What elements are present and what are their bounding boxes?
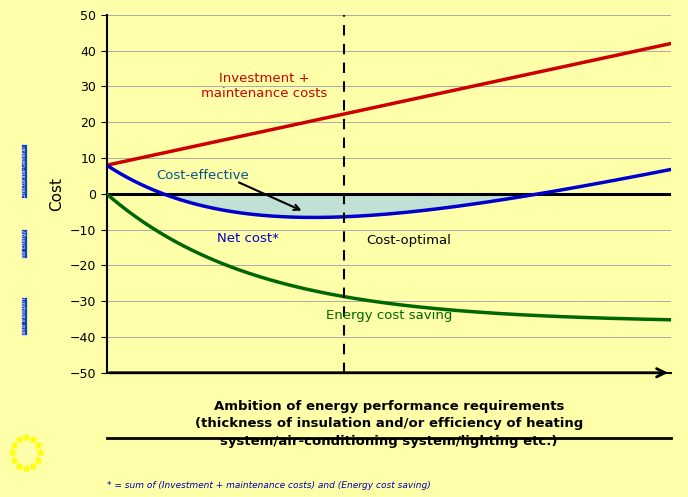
Text: * = sum of (Investment + maintenance costs) and (Energy cost saving): * = sum of (Investment + maintenance cos…: [107, 481, 431, 490]
Text: Directorate-General: Directorate-General: [21, 145, 27, 198]
Text: for Energy: for Energy: [21, 230, 27, 257]
Text: Cost-effective: Cost-effective: [156, 169, 249, 182]
Text: Ambition of energy performance requirements: Ambition of energy performance requireme…: [213, 400, 564, 413]
Y-axis label: Cost: Cost: [49, 177, 64, 211]
Text: Net cost*: Net cost*: [217, 232, 279, 245]
Text: and Transport: and Transport: [21, 298, 27, 334]
Text: (thickness of insulation and/or efficiency of heating: (thickness of insulation and/or efficien…: [195, 417, 583, 430]
Text: Investment +
maintenance costs: Investment + maintenance costs: [202, 73, 327, 100]
Text: Energy cost saving: Energy cost saving: [325, 309, 452, 322]
Text: system/air-conditioning system/lighting etc.): system/air-conditioning system/lighting …: [220, 435, 557, 448]
Text: Cost-optimal: Cost-optimal: [366, 234, 451, 247]
